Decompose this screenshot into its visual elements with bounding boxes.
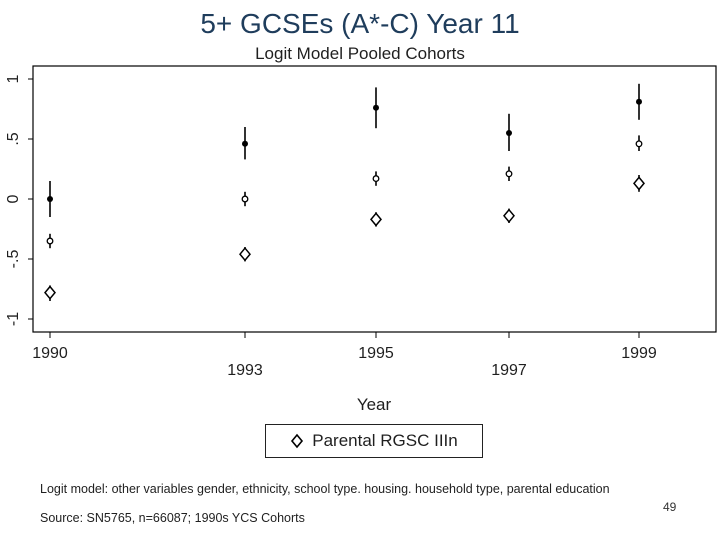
x-tick-label: 1997 xyxy=(491,362,527,379)
data-point-circle xyxy=(372,175,380,183)
data-point-circle xyxy=(241,195,249,203)
data-point-circle xyxy=(635,140,643,148)
data-point-dot xyxy=(242,140,248,147)
chart-title: 5+ GCSEs (A*-C) Year 11 xyxy=(200,8,520,39)
legend: Parental RGSC IIIn xyxy=(265,424,483,458)
data-point-circle xyxy=(46,237,54,245)
data-point-dot xyxy=(47,196,53,202)
chart-plot: -1 -.5 0 .5 1 1990 1993 1995 1997 1999 xyxy=(5,65,717,379)
page-number: 49 xyxy=(663,500,677,514)
data-point-diamond xyxy=(44,285,56,300)
footnote-model: Logit model: other variables gender, eth… xyxy=(40,482,610,496)
data-point-diamond xyxy=(370,212,382,227)
data-point-dot xyxy=(373,104,379,111)
x-tick-label: 1995 xyxy=(358,345,394,362)
x-tick-label: 1993 xyxy=(227,362,263,379)
y-tick-label: 0 xyxy=(5,194,22,203)
data-point-diamond xyxy=(503,208,515,223)
legend-label: Parental RGSC IIIn xyxy=(312,431,458,450)
x-tick-label: 1990 xyxy=(32,345,68,362)
y-tick-label: .5 xyxy=(5,132,22,145)
data-point-diamond xyxy=(239,247,251,262)
x-axis-label: Year xyxy=(356,395,392,414)
y-tick-label: -1 xyxy=(5,312,22,326)
legend-diamond-marker xyxy=(291,433,304,449)
data-point-dot xyxy=(636,98,642,105)
data-point-circle xyxy=(505,170,513,178)
data-point-diamond xyxy=(633,176,645,191)
chart-subtitle: Logit Model Pooled Cohorts xyxy=(255,44,465,63)
x-tick-label: 1999 xyxy=(621,345,657,362)
y-tick-label: -.5 xyxy=(5,250,22,269)
footnote-source: Source: SN5765, n=66087; 1990s YCS Cohor… xyxy=(40,511,305,525)
y-tick-label: 1 xyxy=(5,74,22,83)
data-point-dot xyxy=(506,130,512,136)
